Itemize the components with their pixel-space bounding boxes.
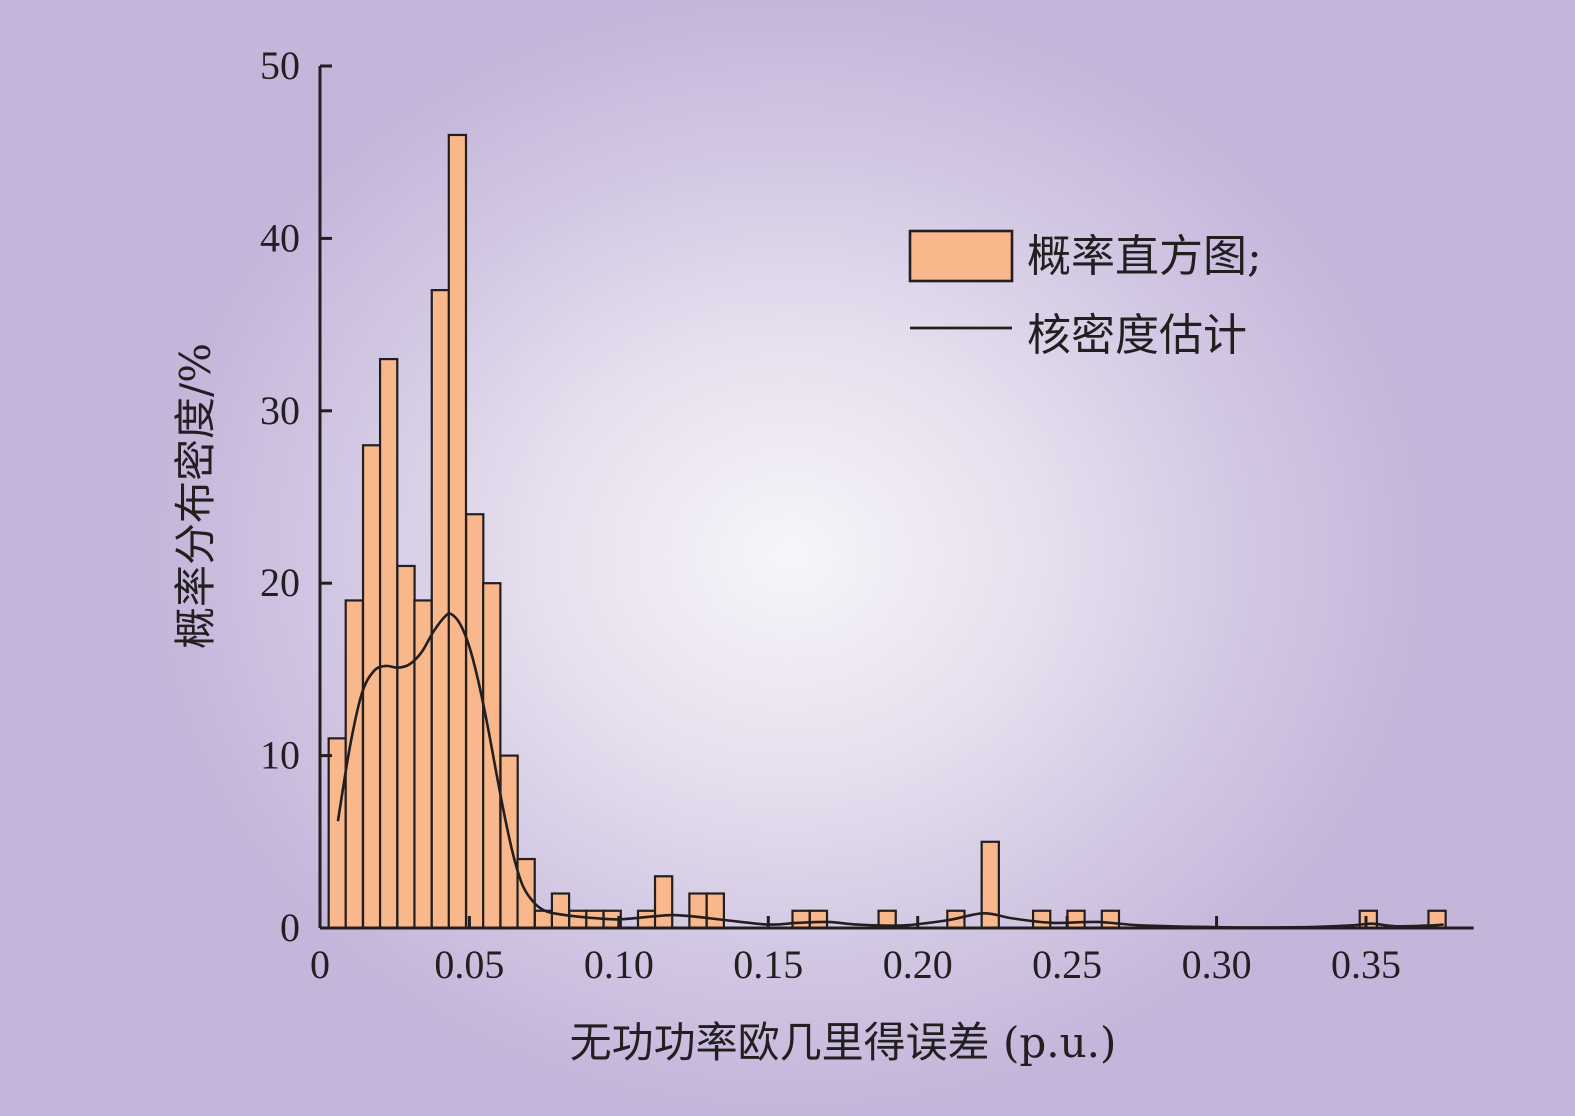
x-tick-label: 0.30 [1182,942,1252,987]
x-tick-label: 0.05 [434,942,504,987]
histogram-bar [568,909,588,930]
histogram-bar [808,909,829,930]
density-curve [336,612,1444,929]
histogram-bar [344,599,364,930]
x-tick-label: 0.35 [1331,942,1401,987]
legend: 概率直方图; 核密度估计 [908,229,1262,361]
legend-line-label: 核密度估计 [1027,310,1247,361]
histogram-bar [653,875,674,930]
legend-bar-swatch [908,229,1014,283]
x-tick-label: 0 [310,942,330,987]
x-tick-label: 0.20 [883,942,953,987]
histogram-bar [688,892,708,930]
y-tick-label: 40 [260,215,300,260]
y-tick-label: 10 [260,733,300,778]
histogram-bar [447,133,468,930]
y-tick-label: 30 [260,388,300,433]
x-axis-title: 无功功率欧几里得误差 (p.u.) [570,1018,1117,1067]
y-tick-label: 0 [280,905,300,950]
histogram-bar [482,582,502,930]
histogram-bar [550,892,571,930]
histogram-bar [1031,909,1052,930]
histogram-bar [636,909,657,930]
histogram-bar [465,513,485,930]
x-tick-label: 0.25 [1032,942,1102,987]
histogram-bar [791,909,811,930]
y-tick-label: 50 [260,43,300,88]
y-ticks: 0 10 20 30 40 50 [260,43,332,950]
histogram-bar [378,357,399,930]
histogram-bar [705,892,725,930]
histogram-bar [396,564,416,930]
axes [318,66,1474,930]
x-tick-label: 0.10 [584,942,654,987]
legend-bar-label: 概率直方图; [1027,231,1262,282]
histogram-bar [1100,909,1121,930]
histogram-bar [430,289,451,930]
x-tick-label: 0.15 [733,942,803,987]
y-axis-title: 概率分布密度/% [171,343,220,649]
y-tick-label: 20 [260,560,300,605]
histogram-bar [1066,909,1086,930]
histogram-bars [327,133,1447,930]
x-ticks: 0 0.05 0.10 0.15 0.20 0.25 0.30 0.35 [310,916,1401,987]
histogram-bar [327,737,347,930]
